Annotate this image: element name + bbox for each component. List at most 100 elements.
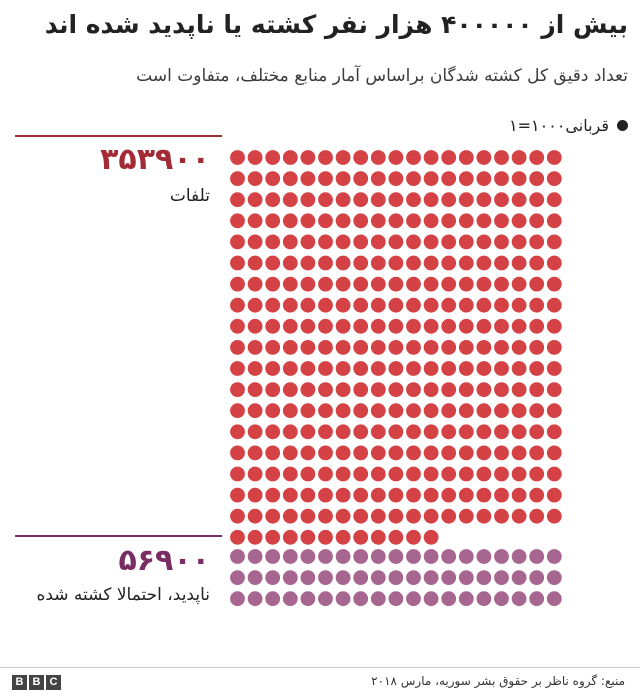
death-dot (529, 213, 545, 229)
death-dot (494, 445, 509, 461)
death-dot (353, 424, 369, 440)
death-dot (282, 529, 298, 545)
death-dot (388, 234, 404, 250)
death-dot (335, 466, 351, 482)
death-dot (335, 318, 351, 334)
death-dot (265, 150, 281, 165)
deaths-count: ۳۵۳۹۰۰ (100, 142, 210, 177)
death-dot (529, 424, 545, 440)
death-dot (318, 382, 333, 397)
death-dot (546, 340, 562, 355)
death-dot (546, 445, 562, 461)
death-dot (546, 382, 562, 397)
missing-divider (15, 535, 222, 537)
death-dot (441, 403, 457, 419)
death-dot (247, 508, 263, 524)
death-dot (265, 508, 281, 524)
death-dot (511, 150, 527, 165)
missing-dot (247, 549, 263, 564)
death-dot (529, 466, 545, 482)
death-dot (388, 255, 404, 271)
death-dot (230, 529, 245, 545)
death-dot (529, 234, 545, 250)
death-dot (441, 445, 457, 461)
death-dot (265, 445, 281, 461)
death-dot (247, 445, 263, 461)
death-dot (511, 466, 527, 482)
death-dot (441, 424, 457, 440)
death-dot (230, 466, 245, 482)
death-dot (300, 171, 316, 187)
death-dot (441, 508, 457, 524)
missing-dot (529, 570, 545, 585)
death-dot (546, 213, 562, 229)
death-dot (318, 487, 333, 503)
death-dot (370, 171, 386, 187)
death-dot (282, 192, 298, 208)
death-dot (476, 192, 492, 208)
death-dot (353, 529, 369, 545)
death-dot (388, 445, 404, 461)
death-dot (458, 361, 474, 376)
death-dot (230, 318, 245, 334)
death-dot (511, 403, 527, 419)
death-dot (476, 276, 492, 292)
missing-dot (458, 570, 474, 585)
death-dot (230, 361, 245, 376)
death-dot (511, 508, 527, 524)
death-dot (458, 403, 474, 419)
missing-dot (511, 549, 527, 564)
death-dot (406, 171, 421, 187)
death-dot (353, 318, 369, 334)
death-dot (423, 361, 439, 376)
death-dot (335, 529, 351, 545)
death-dot (494, 192, 509, 208)
death-dot (494, 234, 509, 250)
death-dot (458, 276, 474, 292)
death-dot (335, 361, 351, 376)
death-dot (370, 445, 386, 461)
death-dot (282, 508, 298, 524)
death-dot (529, 508, 545, 524)
death-dot (476, 424, 492, 440)
death-dot (511, 361, 527, 376)
death-dot (494, 213, 509, 229)
death-dot (476, 487, 492, 503)
missing-dot (546, 570, 562, 585)
missing-dot (335, 570, 351, 585)
death-dot (247, 297, 263, 313)
death-dot (423, 297, 439, 313)
death-dot (546, 234, 562, 250)
death-dot (230, 487, 245, 503)
death-dot (406, 445, 421, 461)
missing-dot (494, 591, 509, 607)
death-dot (370, 487, 386, 503)
death-dot (353, 466, 369, 482)
death-dot (247, 424, 263, 440)
death-dot (511, 318, 527, 334)
death-dot (546, 318, 562, 334)
death-dot (265, 403, 281, 419)
missing-dot (406, 570, 421, 585)
death-dot (353, 361, 369, 376)
death-dot (318, 466, 333, 482)
death-dot (494, 255, 509, 271)
death-dot (318, 318, 333, 334)
death-dot (247, 171, 263, 187)
missing-dot (230, 570, 245, 585)
death-dot (370, 340, 386, 355)
death-dot (546, 487, 562, 503)
death-dot (353, 213, 369, 229)
death-dot (406, 529, 421, 545)
missing-dot (388, 570, 404, 585)
death-dot (318, 529, 333, 545)
death-dot (423, 403, 439, 419)
death-dot (406, 213, 421, 229)
death-dot (406, 340, 421, 355)
death-dot (476, 234, 492, 250)
death-dot (529, 361, 545, 376)
death-dot (441, 234, 457, 250)
death-dot (529, 445, 545, 461)
death-dot (458, 297, 474, 313)
death-dot (476, 466, 492, 482)
